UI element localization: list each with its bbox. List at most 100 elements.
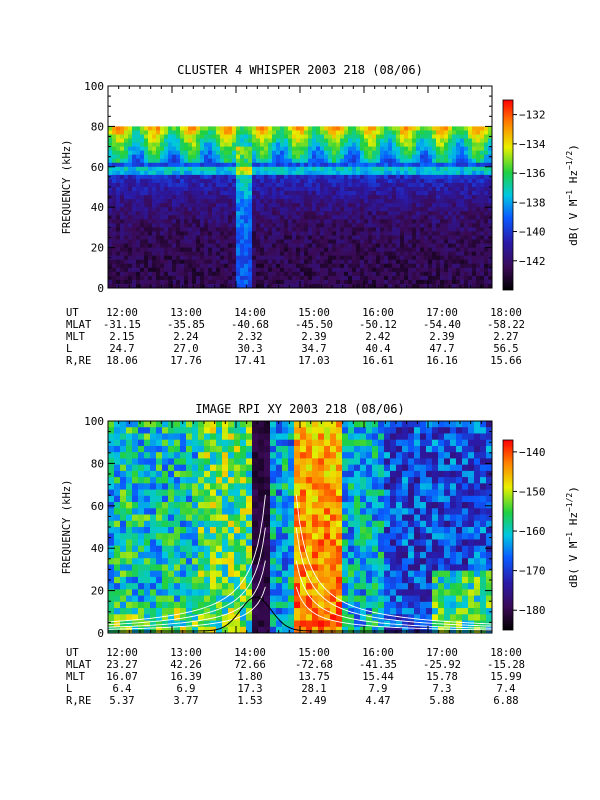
bottom-spectrogram-cell (276, 433, 283, 441)
top-spectrogram-cell (436, 146, 441, 152)
top-spectrogram-cell (316, 126, 321, 131)
top-spectrogram-cell (160, 174, 165, 180)
top-spectrogram-cell (304, 279, 309, 285)
bottom-spectrogram-cell (258, 502, 265, 509)
top-spectrogram-cell (120, 150, 125, 156)
bottom-spectrogram-cell (180, 495, 187, 503)
top-spectrogram-cell (452, 219, 457, 224)
top-spectrogram-cell (288, 235, 293, 241)
top-spectrogram-cell (132, 182, 137, 188)
bottom-spectrogram-cell (258, 576, 265, 584)
top-spectrogram-cell (328, 199, 333, 204)
top-spectrogram-cell (184, 138, 189, 144)
top-spectrogram-cell (196, 243, 201, 249)
top-spectrogram-cell (436, 227, 441, 232)
bottom-spectrogram-cell (120, 570, 127, 578)
top-spectrogram-cell (364, 126, 369, 131)
top-spectrogram-cell (196, 271, 201, 277)
top-spectrogram-cell (476, 259, 481, 265)
bottom-spectrogram-cell (168, 608, 175, 615)
top-spectrogram-cell (324, 231, 329, 236)
top-spectrogram-cell (432, 243, 437, 249)
top-spectrogram-cell (396, 138, 401, 144)
top-spectrogram-cell (360, 235, 365, 241)
top-spectrogram-cell (312, 199, 317, 204)
top-spectrogram-cell (268, 126, 273, 131)
top-spectrogram-cell (212, 154, 217, 160)
top-spectrogram-cell (192, 283, 197, 288)
bottom-spectrogram-cell (246, 583, 253, 590)
top-spectrogram-cell (448, 162, 453, 168)
top-spectrogram-cell (412, 247, 417, 253)
top-spectrogram-cell (260, 263, 265, 269)
bottom-spectrogram-cell (228, 495, 235, 503)
top-spectrogram-cell (384, 162, 389, 168)
top-spectrogram-cell (236, 187, 241, 192)
top-spectrogram-cell (368, 223, 373, 228)
top-spectrogram-cell (424, 231, 429, 236)
bottom-spectrogram-cell (270, 533, 277, 540)
top-spectrogram-cell (396, 142, 401, 148)
top-spectrogram-cell (260, 243, 265, 249)
top-spectrogram-cell (392, 279, 397, 285)
top-spectrogram-cell (220, 191, 225, 196)
top-spectrogram-cell (384, 283, 389, 288)
bottom-spectrogram-cell (210, 421, 217, 428)
top-spectrogram-cell (180, 271, 185, 277)
top-spectrogram-cell (476, 166, 481, 172)
top-spectrogram-cell (288, 267, 293, 273)
top-spectrogram-cell (392, 182, 397, 188)
top-spectrogram-cell (476, 126, 481, 131)
bottom-spectrogram-cell (264, 551, 271, 559)
top-spectrogram-cell (108, 251, 113, 257)
top-spectrogram-cell (388, 235, 393, 241)
top-spectrogram-cell (360, 255, 365, 261)
top-spectrogram-cell (444, 162, 449, 168)
top-spectrogram-cell (416, 178, 421, 184)
top-spectrogram-cell (348, 239, 353, 245)
top-spectrogram-cell (480, 126, 485, 131)
top-spectrogram-cell (280, 207, 285, 212)
bottom-spectrogram-cell (108, 576, 115, 584)
top-spectrogram-cell (228, 138, 233, 144)
top-spectrogram-cell (256, 279, 261, 285)
top-spectrogram-cell (316, 231, 321, 236)
top-spectrogram-cell (228, 283, 233, 288)
top-spectrogram-cell (484, 227, 489, 232)
top-spectrogram-cell (400, 146, 405, 152)
top-spectrogram-cell (408, 255, 413, 261)
top-spectrogram-cell (460, 187, 465, 192)
top-spectrogram-cell (392, 231, 397, 236)
top-spectrogram-cell (400, 130, 405, 135)
top-spectrogram-cell (220, 199, 225, 204)
top-spectrogram-cell (300, 138, 305, 144)
top-spectrogram-cell (324, 203, 329, 208)
top-spectrogram-cell (292, 223, 297, 228)
top-spectrogram-cell (388, 283, 393, 288)
top-spectrogram-cell (416, 174, 421, 180)
top-spectrogram-cell (152, 223, 157, 228)
top-spectrogram-cell (324, 211, 329, 216)
top-spectrogram-cell (136, 146, 141, 152)
top-spectrogram-cell (292, 158, 297, 164)
top-spectrogram-cell (152, 150, 157, 156)
top-spectrogram-cell (292, 146, 297, 152)
bottom-spectrogram-cell (258, 483, 265, 491)
top-spectrogram-cell (264, 146, 269, 152)
top-spectrogram-cell (476, 162, 481, 168)
top-spectrogram-cell (376, 178, 381, 184)
top-spectrogram-cell (236, 166, 241, 172)
top-spectrogram-cell (488, 199, 492, 204)
top-spectrogram-cell (244, 162, 249, 168)
top-spectrogram-cell (188, 134, 193, 140)
bottom-spectrogram-cell (204, 433, 211, 441)
top-spectrogram-cell (404, 235, 409, 241)
top-spectrogram-cell (340, 259, 345, 265)
top-spectrogram-cell (316, 235, 321, 241)
ephemeris-value: 2.24 (173, 331, 198, 343)
top-spectrogram-cell (260, 150, 265, 156)
top-spectrogram-cell (324, 187, 329, 192)
top-spectrogram-cell (112, 187, 117, 192)
top-spectrogram-cell (144, 247, 149, 253)
top-spectrogram-cell (400, 223, 405, 228)
